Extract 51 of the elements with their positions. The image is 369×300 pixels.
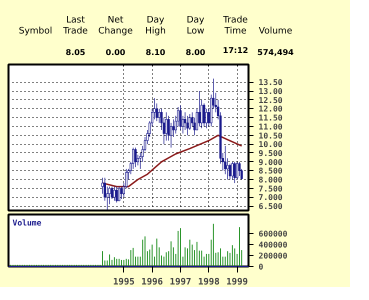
candlestick: [234, 161, 236, 184]
text: 574,494: [257, 48, 294, 58]
y-tick-label: 6.500: [258, 202, 283, 212]
y-tick-label: 8.500: [258, 166, 283, 176]
y-tick-label: 7.000: [258, 193, 283, 202]
candlestick: [118, 186, 120, 202]
x-tick-label: 1997: [170, 278, 192, 288]
candlestick: [226, 158, 229, 180]
y-tick-label: 400000: [258, 240, 288, 250]
category-label: Symbol: [18, 26, 52, 36]
category-label: Trade Time: [222, 15, 248, 36]
y-tick-label: 10.50: [258, 131, 283, 140]
x-tick-label: 1995: [113, 278, 135, 288]
y-tick-label: 13.50: [258, 78, 283, 88]
x-tick-label: 1996: [141, 278, 163, 288]
candlestick: [165, 112, 168, 141]
y-tick-label: 9.500: [258, 148, 283, 158]
category-label: Last Trade: [62, 15, 88, 36]
y-tick-label: 7.500: [258, 184, 283, 194]
y-tick-label: 9.000: [258, 158, 283, 167]
candlestick: [116, 186, 118, 203]
y-tick-label: 12.50: [258, 96, 283, 105]
y-tick-label: 10.00: [258, 140, 283, 150]
candlestick: [202, 103, 206, 127]
candlestick: [179, 104, 182, 130]
candlestick: [198, 90, 201, 127]
y-tick-label: 11.50: [258, 114, 283, 123]
category-label: Day Low: [186, 15, 206, 36]
y-tick-label: 600000: [258, 230, 288, 239]
candlestick: [236, 161, 238, 180]
y-tick-label: 11.00: [258, 122, 283, 132]
text: 0.00: [106, 48, 126, 58]
candlestick: [120, 186, 123, 200]
y-tick-label: 0: [258, 262, 264, 272]
x-tick-label: 1998: [198, 278, 220, 288]
y-tick-label: 12.00: [258, 104, 283, 114]
text: 17:12: [222, 46, 248, 56]
text: 8.05: [66, 48, 86, 58]
text: 8.00: [186, 48, 206, 58]
candlestick: [186, 115, 189, 136]
category-label: Net Change: [98, 15, 134, 36]
category-label: Volume: [258, 26, 293, 36]
y-tick-label: 8.000: [258, 176, 283, 185]
y-tick-label: 13.00: [258, 87, 283, 96]
text: 8.10: [146, 48, 166, 58]
x-tick-label: 1999: [226, 278, 248, 288]
text: Volume: [12, 218, 42, 228]
candlestick: [231, 161, 234, 180]
y-tick-label: 200000: [258, 252, 288, 261]
category-label: Day High: [145, 15, 166, 36]
candlestick: [113, 186, 116, 202]
